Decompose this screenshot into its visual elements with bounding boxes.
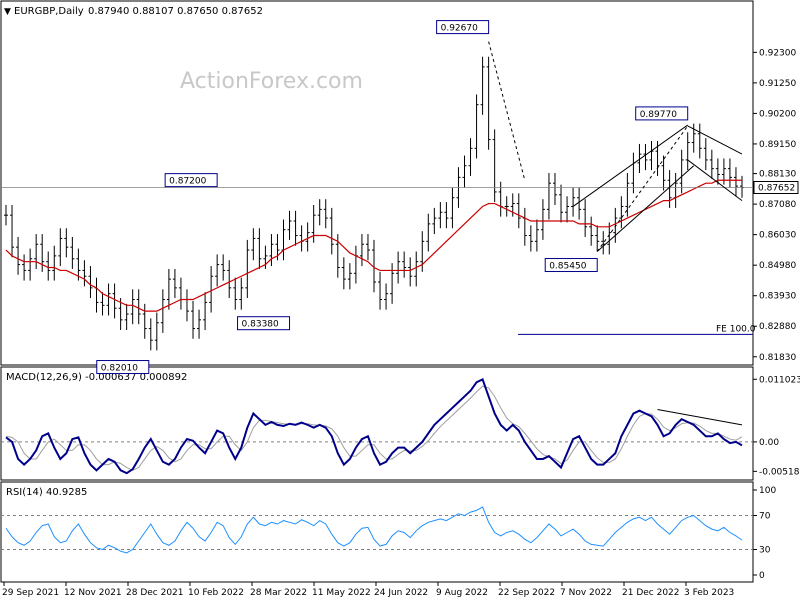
rsi-title: RSI(14) 40.9285: [6, 487, 87, 498]
price-annotation-label: 0.85450: [549, 262, 586, 272]
symbol-label: EURGBP,Daily: [14, 6, 84, 17]
rsi-tick-label: 30: [759, 546, 771, 556]
x-tick-label: 28 Dec 2021: [126, 588, 184, 598]
macd-tick-label: 0.011023: [759, 375, 800, 385]
price-tick-label: 0.84980: [759, 261, 796, 271]
price-tick-label: 0.83930: [759, 292, 796, 302]
x-tick-label: 21 Dec 2022: [622, 588, 680, 598]
fe-label: FE 100.0: [716, 324, 756, 334]
x-tick-label: 29 Sep 2021: [2, 588, 59, 598]
watermark: ActionForex.com: [180, 69, 363, 94]
price-annotation-box: [237, 316, 291, 331]
ohlc-readout: 0.87940 0.88107 0.87650 0.87652: [88, 6, 263, 17]
rsi-line: [5, 506, 743, 554]
macd-tick-label: 0.00: [759, 438, 779, 448]
price-annotation-label: 0.83380: [242, 320, 279, 330]
price-tick-label: 0.82880: [759, 322, 796, 332]
price-annotation-label: 0.92670: [441, 24, 478, 34]
channel-lower-line: [596, 165, 695, 252]
price-tick-label: 0.81830: [759, 353, 796, 363]
dashed-trendline: [596, 125, 689, 252]
channel-resistance-line: [687, 125, 743, 155]
channel-support-line: [687, 159, 743, 202]
macd-line: [5, 378, 743, 475]
x-tick-label: 3 Feb 2023: [684, 588, 734, 598]
x-tick-label: 24 Jun 2022: [374, 588, 428, 598]
price-tick-label: 0.87080: [759, 200, 796, 210]
macd-panel: [0, 366, 754, 481]
x-tick-label: 7 Nov 2022: [560, 588, 612, 598]
price-annotation-label: 0.89770: [640, 110, 677, 120]
macd-signal-line: [5, 385, 743, 471]
price-tick-label: 0.91250: [759, 79, 796, 89]
rsi-tick-label: 100: [759, 486, 776, 496]
current-price-box: [753, 180, 799, 194]
x-tick-label: 9 Aug 2022: [436, 588, 488, 598]
price-tick-label: 0.89150: [759, 140, 796, 150]
price-annotation-box: [635, 106, 689, 121]
price-panel: [0, 0, 754, 366]
current-price-label: 0.87652: [758, 183, 795, 193]
dashed-trendline: [488, 41, 526, 181]
price-annotation-label: 0.87200: [169, 177, 206, 187]
moving-average-line: [5, 179, 742, 312]
x-tick-label: 28 Mar 2022: [250, 588, 307, 598]
price-annotation-box: [544, 258, 598, 273]
x-tick-label: 11 May 2022: [312, 588, 371, 598]
price-annotation-label: 0.82010: [101, 364, 138, 374]
price-tick-label: 0.92300: [759, 48, 796, 58]
rsi-tick-label: 70: [759, 512, 771, 522]
channel-upper-line: [572, 124, 688, 207]
x-tick-label: 12 Nov 2021: [64, 588, 122, 598]
macd-divergence-line: [657, 409, 743, 426]
price-annotation-box: [164, 173, 218, 188]
rsi-panel: [0, 481, 754, 583]
x-tick-label: 10 Feb 2022: [188, 588, 244, 598]
price-annotation-box: [96, 360, 150, 375]
x-tick-label: 22 Sep 2022: [498, 588, 555, 598]
rsi-tick-label: 0: [759, 571, 765, 581]
dropdown-arrow-icon[interactable]: ▼: [4, 7, 11, 17]
macd-tick-label: -0.005182: [759, 467, 800, 477]
price-tick-label: 0.88130: [759, 170, 796, 180]
macd-title: MACD(12,26,9) -0.000637 0.000892: [6, 372, 187, 383]
price-annotation-box: [436, 20, 490, 35]
price-tick-label: 0.86030: [759, 231, 796, 241]
price-tick-label: 0.90200: [759, 109, 796, 119]
